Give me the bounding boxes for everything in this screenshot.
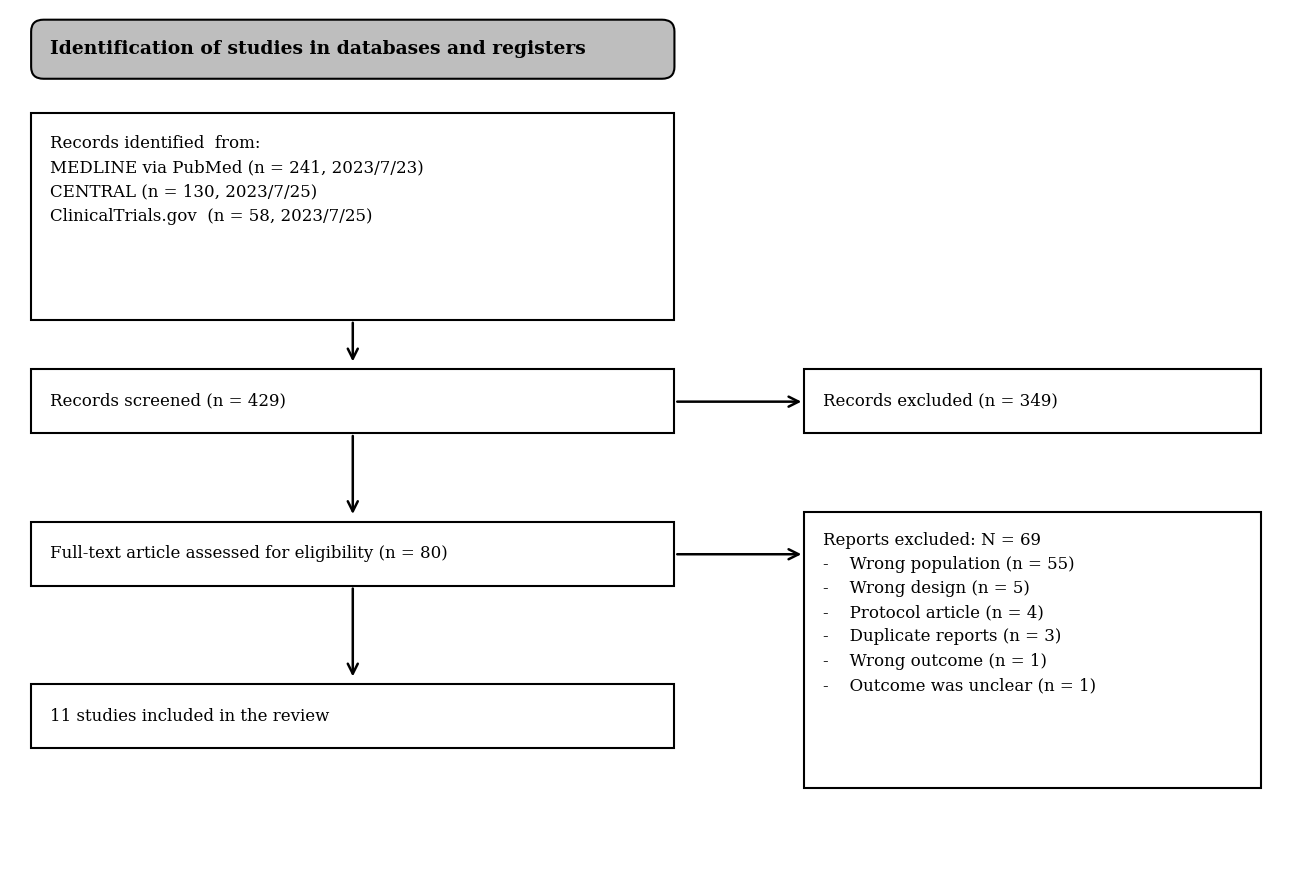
Text: -    Wrong outcome (n = 1): - Wrong outcome (n = 1) [822, 653, 1047, 670]
Text: -    Wrong population (n = 55): - Wrong population (n = 55) [822, 556, 1074, 573]
Text: -    Wrong design (n = 5): - Wrong design (n = 5) [822, 580, 1030, 597]
Text: ClinicalTrials.gov  (n = 58, 2023/7/25): ClinicalTrials.gov (n = 58, 2023/7/25) [49, 207, 372, 224]
Bar [804, 512, 1261, 788]
Bar [31, 684, 674, 748]
Text: Reports excluded: N = 69: Reports excluded: N = 69 [822, 532, 1040, 548]
Text: MEDLINE via PubMed (n = 241, 2023/7/23): MEDLINE via PubMed (n = 241, 2023/7/23) [49, 159, 424, 176]
Bar [31, 113, 674, 320]
Text: Records screened (n = 429): Records screened (n = 429) [49, 392, 285, 409]
Text: Records excluded (n = 349): Records excluded (n = 349) [822, 392, 1057, 409]
Text: -    Duplicate reports (n = 3): - Duplicate reports (n = 3) [822, 628, 1061, 646]
Bar [31, 369, 674, 433]
Text: Records identified  from:: Records identified from: [49, 135, 261, 152]
Text: 11 studies included in the review: 11 studies included in the review [49, 708, 329, 725]
Text: Identification of studies in databases and registers: Identification of studies in databases a… [49, 40, 585, 58]
Bar [804, 369, 1261, 433]
Bar [31, 522, 674, 586]
Text: -    Outcome was unclear (n = 1): - Outcome was unclear (n = 1) [822, 677, 1096, 694]
Text: CENTRAL (n = 130, 2023/7/25): CENTRAL (n = 130, 2023/7/25) [49, 183, 316, 200]
Text: -    Protocol article (n = 4): - Protocol article (n = 4) [822, 604, 1044, 621]
Text: Full-text article assessed for eligibility (n = 80): Full-text article assessed for eligibili… [49, 545, 447, 563]
FancyBboxPatch shape [31, 19, 674, 79]
